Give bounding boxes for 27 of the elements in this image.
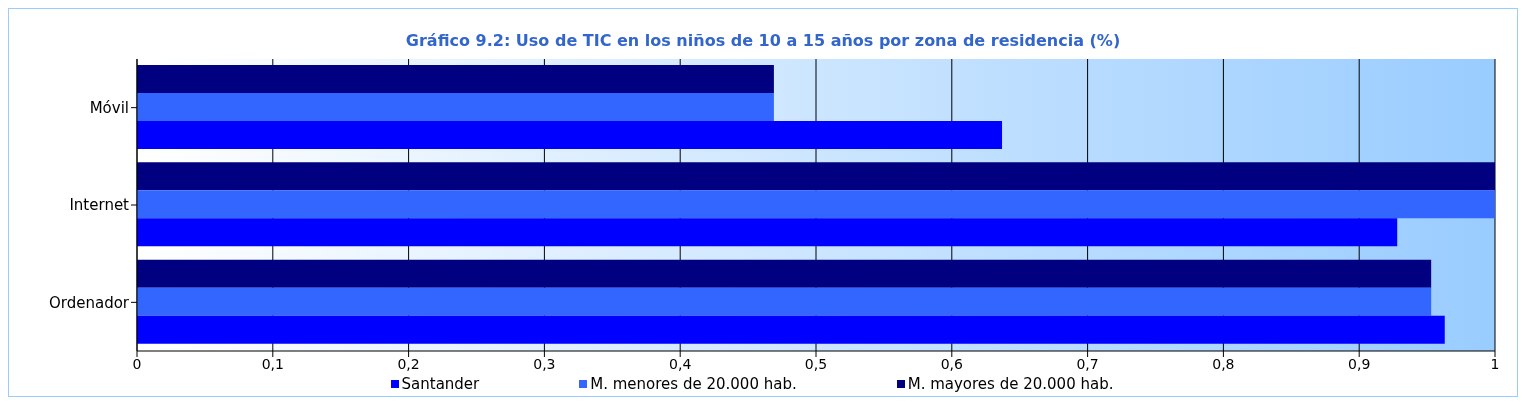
y-tick-label: Internet — [69, 196, 130, 215]
bar — [137, 93, 774, 121]
x-tick-label: 0,7 — [1076, 355, 1099, 372]
y-tick-label: Ordenador — [48, 293, 130, 312]
x-tick-label: 0,4 — [669, 355, 692, 372]
x-tick-label: 0 — [132, 355, 142, 372]
bar — [137, 121, 1003, 149]
x-tick-label: 0,6 — [940, 355, 964, 372]
x-tick-label: 0,5 — [804, 355, 828, 372]
x-tick-label: 1 — [1490, 355, 1500, 372]
x-tick-label: 0,9 — [1348, 355, 1371, 372]
x-tick-label: 0,3 — [533, 355, 556, 372]
chart-title: Gráfico 9.2: Uso de TIC en los niños de 10 a 15 años por zona de residencia (%) — [404, 30, 1122, 52]
legend-label: M. menores de 20.000 hab. — [589, 375, 797, 393]
legend-label: Santander — [400, 375, 480, 393]
y-tick-label: Móvil — [89, 98, 129, 117]
bar — [137, 65, 774, 93]
bar — [137, 162, 1495, 191]
bar — [137, 218, 1398, 247]
x-tick-label: 0,1 — [261, 355, 284, 372]
legend-label: M. mayores de 20.000 hab. — [906, 375, 1114, 393]
x-tick-label: 0,2 — [397, 355, 420, 372]
bar — [137, 315, 1445, 344]
x-tick-label: 0,8 — [1212, 355, 1235, 372]
bar — [137, 259, 1432, 288]
bar — [137, 190, 1495, 219]
bar — [137, 287, 1432, 316]
